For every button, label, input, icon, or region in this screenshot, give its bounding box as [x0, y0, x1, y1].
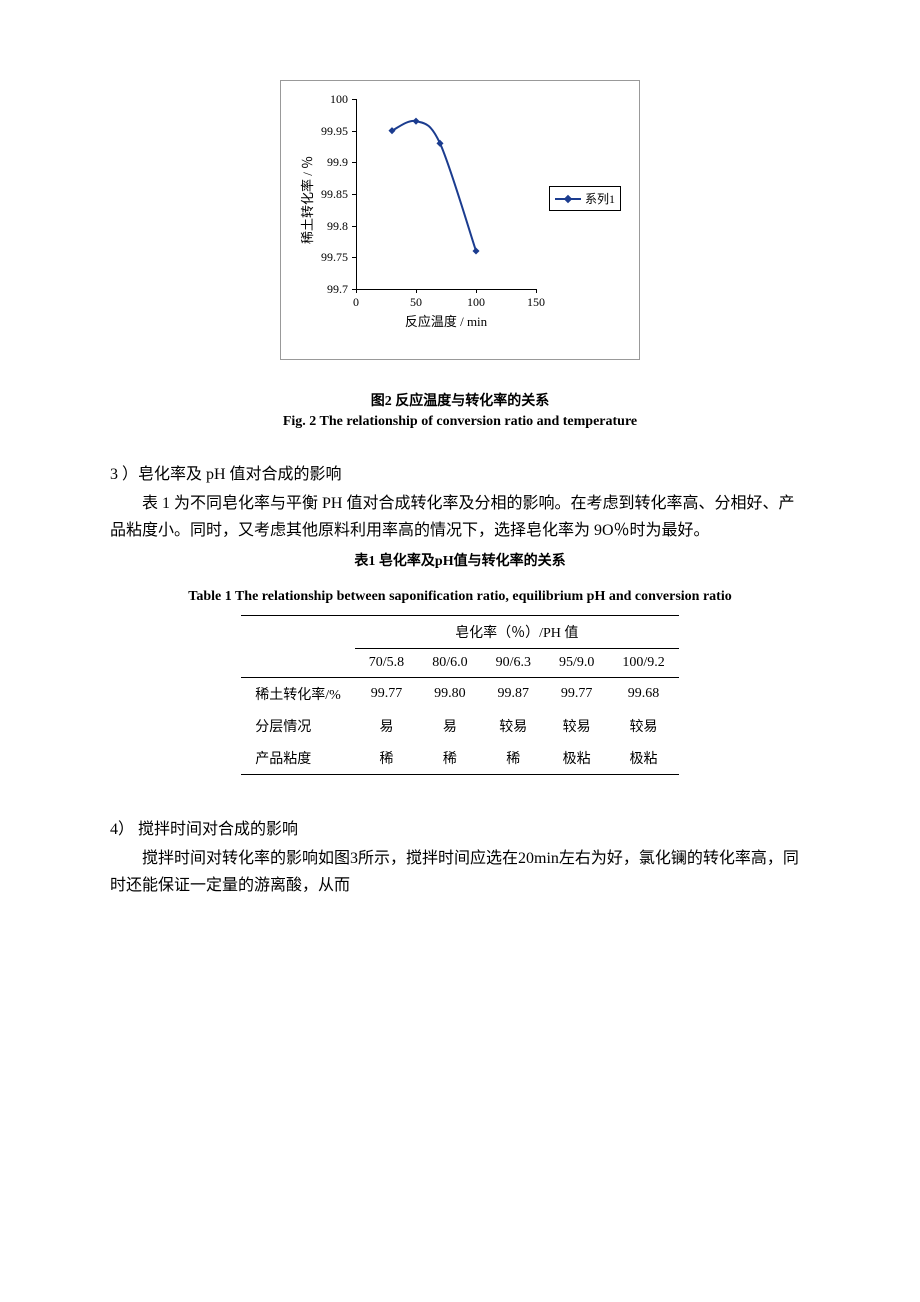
table-cell: 极粘 — [608, 742, 678, 775]
table-cell: 99.68 — [608, 677, 678, 710]
table-row-label: 稀土转化率/% — [241, 677, 355, 710]
y-tick-label: 99.95 — [308, 124, 348, 139]
section-3-heading: 3 ）皂化率及 pH 值对合成的影响 — [110, 460, 810, 484]
figure-2-caption-en: Fig. 2 The relationship of conversion ra… — [110, 414, 810, 430]
x-tick-label: 0 — [341, 295, 371, 310]
table-cell: 较易 — [608, 710, 678, 742]
table-cell: 极粘 — [545, 742, 608, 775]
table-cell: 易 — [355, 710, 418, 742]
table-column-header: 80/6.0 — [418, 648, 481, 677]
table-cell: 稀 — [418, 742, 481, 775]
table-row-label: 分层情况 — [241, 710, 355, 742]
table-header-blank — [241, 615, 355, 648]
data-marker — [412, 118, 419, 125]
table-column-header: 100/9.2 — [608, 648, 678, 677]
table-cell: 较易 — [545, 710, 608, 742]
table-column-header: 95/9.0 — [545, 648, 608, 677]
series-svg — [356, 99, 536, 289]
x-tick-mark — [476, 289, 477, 293]
table-1-caption-cn: 表1 皂化率及pH值与转化率的关系 — [110, 550, 810, 570]
table-1-caption-en: Table 1 The relationship between saponif… — [110, 584, 810, 611]
y-tick-label: 99.75 — [308, 250, 348, 265]
chart-box: 稀土转化率 / ％ 反应温度 / min 系列1 99.799.7599.899… — [280, 80, 640, 360]
legend-line-icon — [555, 198, 581, 200]
legend: 系列1 — [549, 186, 621, 211]
section-4-heading: 4） 搅拌时间对合成的影响 — [110, 815, 810, 839]
table-row-label: 产品粘度 — [241, 742, 355, 775]
table-cell: 99.80 — [418, 677, 481, 710]
y-tick-label: 100 — [308, 92, 348, 107]
figure-2-caption-cn: 图2 反应温度与转化率的关系 — [110, 390, 810, 410]
x-tick-mark — [416, 289, 417, 293]
table-cell: 较易 — [482, 710, 545, 742]
x-tick-label: 50 — [401, 295, 431, 310]
legend-label: 系列1 — [585, 190, 615, 207]
table-1: 皂化率（％）/PH 值70/5.880/6.090/6.395/9.0100/9… — [241, 615, 679, 775]
x-tick-label: 150 — [521, 295, 551, 310]
table-cell: 易 — [418, 710, 481, 742]
y-tick-label: 99.8 — [308, 219, 348, 234]
x-axis-label: 反应温度 / min — [356, 311, 536, 330]
y-tick-label: 99.9 — [308, 155, 348, 170]
table-column-header: 70/5.8 — [355, 648, 418, 677]
table-header-blank — [241, 648, 355, 677]
table-cell: 稀 — [482, 742, 545, 775]
x-tick-label: 100 — [461, 295, 491, 310]
data-marker — [436, 140, 443, 147]
x-tick-mark — [356, 289, 357, 293]
figure-2-chart: 稀土转化率 / ％ 反应温度 / min 系列1 99.799.7599.899… — [110, 80, 810, 360]
legend-marker-icon — [564, 194, 572, 202]
table-column-header: 90/6.3 — [482, 648, 545, 677]
series-line — [392, 121, 476, 251]
table-group-header: 皂化率（％）/PH 值 — [355, 615, 679, 648]
section-3-paragraph: 表 1 为不同皂化率与平衡 PH 值对合成转化率及分相的影响。在考虑到转化率高、… — [110, 490, 810, 544]
y-tick-label: 99.85 — [308, 187, 348, 202]
data-marker — [472, 247, 479, 254]
section-4-paragraph: 搅拌时间对转化率的影响如图3所示，搅拌时间应选在20min左右为好，氯化镧的转化… — [110, 845, 810, 899]
table-cell: 99.77 — [355, 677, 418, 710]
table-cell: 稀 — [355, 742, 418, 775]
table-cell: 99.77 — [545, 677, 608, 710]
table-cell: 99.87 — [482, 677, 545, 710]
x-tick-mark — [536, 289, 537, 293]
